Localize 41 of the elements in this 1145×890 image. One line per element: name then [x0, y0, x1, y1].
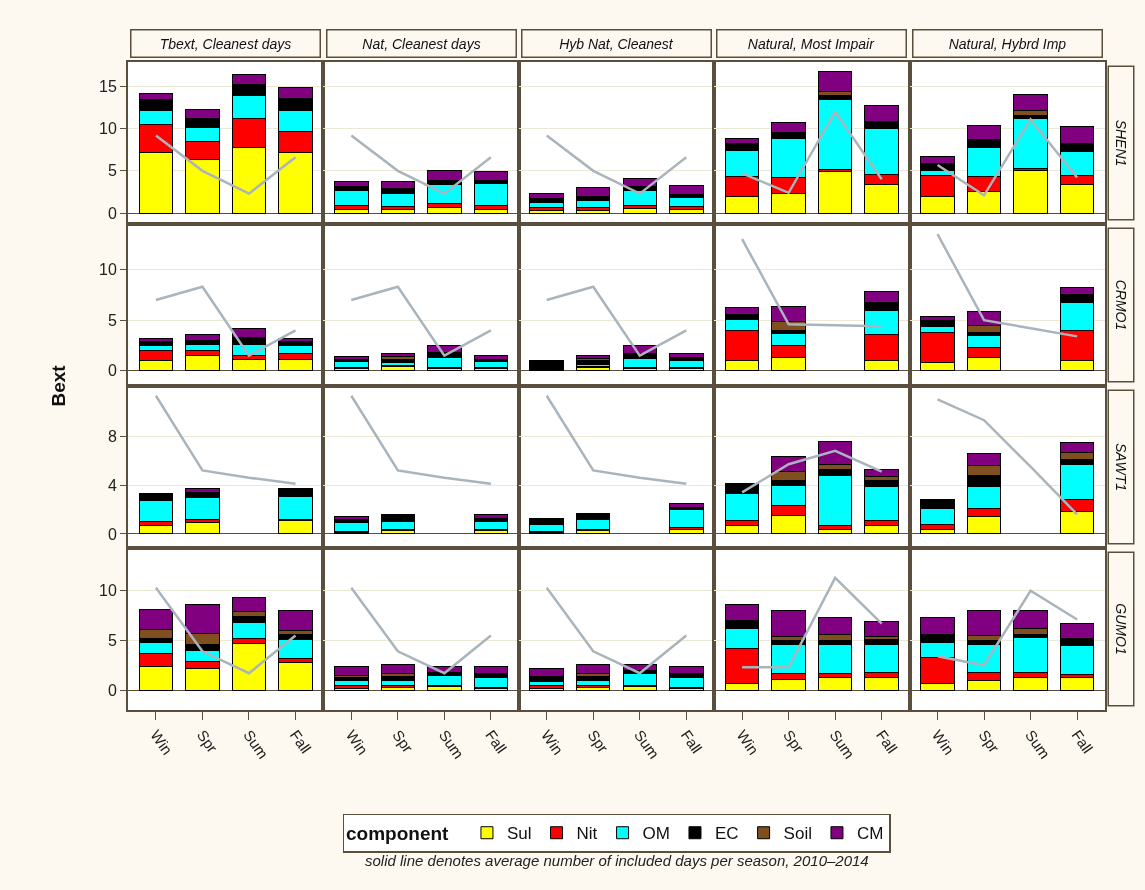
y-tick-label: 5: [107, 162, 117, 180]
y-tick-label: 0: [107, 525, 117, 543]
legend-label: OM: [642, 824, 670, 844]
x-tick-label: Spr: [780, 726, 808, 756]
legend-label: CM: [856, 824, 884, 844]
y-tick-label: 5: [107, 632, 117, 650]
chart-title: Natural, Hybrd Imp: [948, 35, 1067, 52]
x-tick-label: Fall: [677, 726, 706, 757]
y-tick-label: 0: [107, 204, 117, 222]
y-axis-title: Bext: [47, 364, 69, 407]
legend-label: Soil: [783, 824, 812, 844]
y-tick-label: 10: [99, 261, 117, 279]
legend-title: component: [346, 822, 450, 844]
x-tick-label: Spr: [389, 726, 417, 756]
x-tick-label: Spr: [975, 726, 1003, 756]
y-tick-label: 10: [99, 582, 117, 600]
text: solid line denotes average number of included days per season, 2010–2014: [365, 852, 869, 869]
y-tick-label: 0: [107, 681, 117, 699]
y2-axis-title: SAWT1: [1113, 443, 1129, 491]
y-tick-label: 15: [99, 78, 117, 96]
y2-axis-title: SHEN1: [1113, 119, 1129, 167]
legend-label: Nit: [576, 824, 598, 844]
chart-title: Tbext, Cleanest days: [159, 35, 292, 52]
x-tick-label: Fall: [873, 726, 901, 757]
x-tick-label: Spr: [584, 726, 612, 756]
y2-axis-title: CRMO1: [1113, 279, 1129, 331]
y2-axis-title: GUMO1: [1113, 603, 1129, 655]
legend-label: EC: [714, 824, 739, 844]
chart-title: Hyb Nat, Cleanest: [559, 35, 674, 52]
legend-label: Sul: [506, 824, 532, 844]
x-tick-label: Fall: [286, 726, 315, 757]
y-tick-label: 5: [107, 311, 117, 329]
x-tick-label: Fall: [482, 726, 511, 757]
y-tick-label: 10: [99, 120, 117, 138]
chart-title: Natural, Most Impair: [747, 35, 876, 52]
chart-title: Nat, Cleanest days: [362, 35, 481, 52]
y-tick-label: 8: [107, 427, 117, 445]
y-tick-label: 4: [107, 476, 117, 494]
x-tick-label: Fall: [1068, 726, 1097, 757]
x-tick-label: Spr: [193, 726, 222, 756]
y-tick-label: 0: [107, 362, 117, 380]
